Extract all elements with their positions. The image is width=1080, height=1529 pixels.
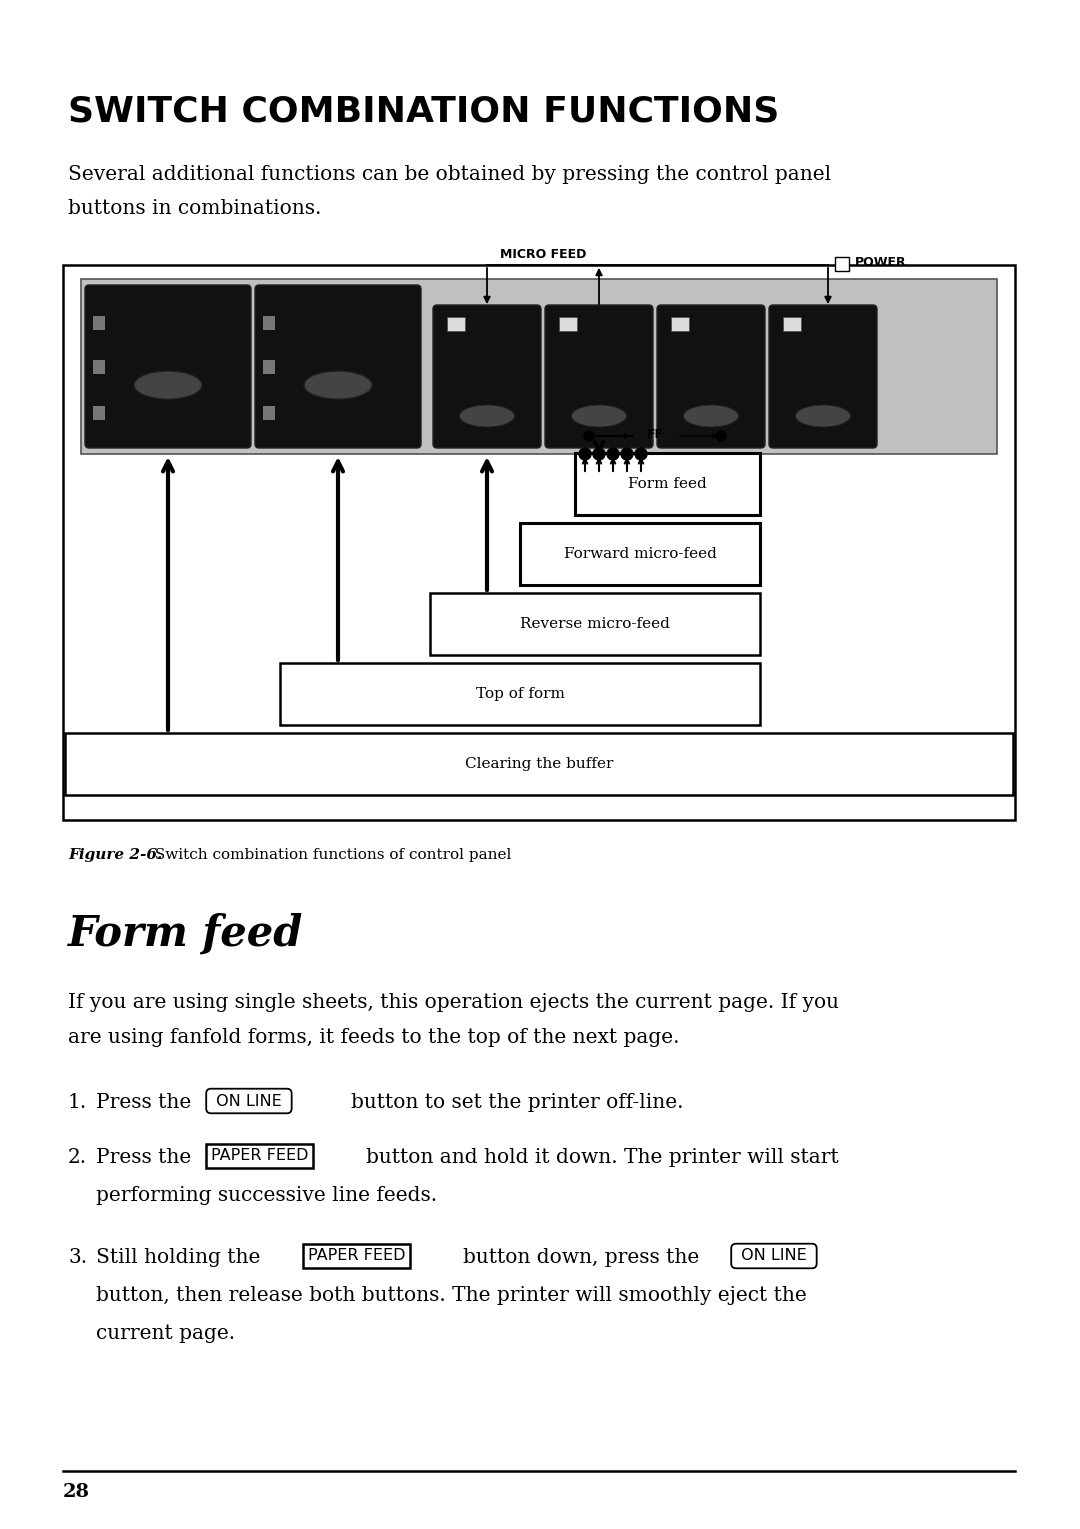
FancyBboxPatch shape: [85, 284, 251, 448]
Text: POWER: POWER: [855, 257, 906, 269]
Bar: [447, 317, 465, 330]
Text: Top of form: Top of form: [475, 687, 565, 700]
FancyBboxPatch shape: [545, 304, 653, 448]
Bar: [559, 317, 577, 330]
Text: Several additional functions can be obtained by pressing the control panel: Several additional functions can be obta…: [68, 165, 832, 183]
Ellipse shape: [796, 405, 851, 427]
Ellipse shape: [684, 405, 739, 427]
Text: button and hold it down. The printer will start: button and hold it down. The printer wil…: [366, 1148, 839, 1167]
Text: Form feed: Form feed: [68, 913, 303, 956]
Bar: [430, 593, 760, 654]
Bar: [671, 317, 689, 330]
Text: ON LINE: ON LINE: [735, 1249, 812, 1263]
Text: button down, press the: button down, press the: [463, 1248, 699, 1268]
Text: performing successive line feeds.: performing successive line feeds.: [96, 1187, 437, 1205]
Circle shape: [593, 448, 605, 460]
Bar: [280, 664, 760, 725]
Text: Form feed: Form feed: [629, 477, 707, 491]
FancyBboxPatch shape: [657, 304, 765, 448]
Text: 2.: 2.: [68, 1148, 87, 1167]
Bar: [81, 278, 997, 454]
Text: 1.: 1.: [68, 1093, 87, 1112]
Circle shape: [579, 448, 591, 460]
Text: Reverse micro-feed: Reverse micro-feed: [521, 618, 670, 631]
Text: FF: FF: [647, 428, 663, 440]
Circle shape: [607, 448, 619, 460]
Text: PAPER FEED: PAPER FEED: [308, 1249, 405, 1263]
Text: ON LINE: ON LINE: [211, 1093, 287, 1109]
Ellipse shape: [571, 405, 626, 427]
FancyBboxPatch shape: [255, 284, 421, 448]
Text: Figure 2-6.: Figure 2-6.: [68, 849, 162, 862]
Text: buttons in combinations.: buttons in combinations.: [68, 199, 322, 219]
Text: Press the: Press the: [96, 1148, 191, 1167]
Bar: [835, 257, 849, 271]
Ellipse shape: [134, 372, 202, 399]
Bar: [63, 265, 1015, 820]
Text: 28: 28: [63, 1483, 90, 1501]
Bar: [783, 317, 801, 330]
Bar: [519, 523, 760, 586]
FancyBboxPatch shape: [433, 304, 541, 448]
Text: current page.: current page.: [96, 1324, 235, 1342]
Text: SWITCH COMBINATION FUNCTIONS: SWITCH COMBINATION FUNCTIONS: [68, 95, 780, 128]
FancyBboxPatch shape: [769, 304, 877, 448]
Bar: [93, 407, 105, 420]
Bar: [93, 317, 105, 330]
Text: Clearing the buffer: Clearing the buffer: [464, 757, 613, 771]
Text: Still holding the: Still holding the: [96, 1248, 260, 1268]
Text: If you are using single sheets, this operation ejects the current page. If you: If you are using single sheets, this ope…: [68, 992, 839, 1012]
Bar: [575, 453, 760, 515]
Text: MICRO FEED: MICRO FEED: [500, 248, 586, 261]
Text: button to set the printer off-line.: button to set the printer off-line.: [351, 1093, 684, 1112]
Text: Switch combination functions of control panel: Switch combination functions of control …: [150, 849, 511, 862]
Text: PAPER FEED: PAPER FEED: [211, 1148, 309, 1164]
Bar: [264, 407, 275, 420]
Ellipse shape: [303, 372, 372, 399]
Circle shape: [621, 448, 633, 460]
Bar: [93, 359, 105, 373]
Circle shape: [716, 431, 726, 440]
Circle shape: [584, 431, 594, 440]
Bar: [264, 317, 275, 330]
Bar: [65, 732, 1013, 795]
Text: Forward micro-feed: Forward micro-feed: [564, 547, 716, 561]
Bar: [264, 359, 275, 373]
Ellipse shape: [459, 405, 514, 427]
Circle shape: [635, 448, 647, 460]
Text: are using fanfold forms, it feeds to the top of the next page.: are using fanfold forms, it feeds to the…: [68, 1027, 679, 1047]
Text: button, then release both buttons. The printer will smoothly eject the: button, then release both buttons. The p…: [96, 1286, 807, 1304]
Text: 3.: 3.: [68, 1248, 87, 1268]
Text: Press the: Press the: [96, 1093, 191, 1112]
